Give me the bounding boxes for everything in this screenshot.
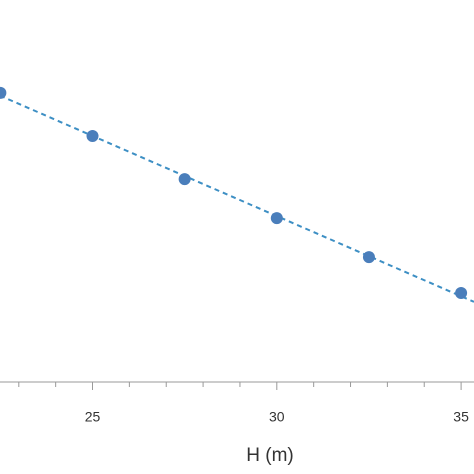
x-axis-title: H (m): [246, 445, 293, 466]
point: [178, 173, 191, 186]
x-tick-label: 25: [85, 409, 101, 425]
point: [362, 251, 375, 264]
point: [86, 129, 99, 142]
trend-line: [0, 94, 474, 303]
point: [270, 212, 283, 225]
point: [0, 86, 7, 99]
x-tick-label: 30: [269, 409, 285, 425]
x-tick-label: 35: [453, 409, 469, 425]
point: [455, 286, 468, 299]
